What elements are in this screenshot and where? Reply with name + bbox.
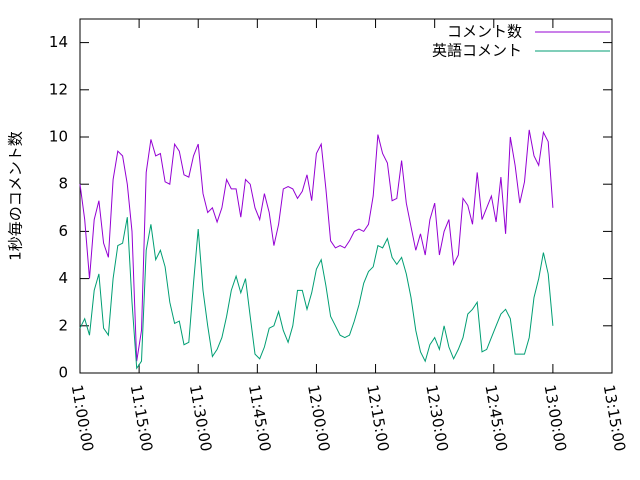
- y-axis-label: 1秒毎のコメント数: [7, 131, 25, 261]
- x-tick-label: 11:30:00: [186, 383, 215, 452]
- x-tick-label: 13:15:00: [600, 383, 629, 452]
- y-tick-label: 2: [58, 316, 68, 334]
- y-tick-label: 14: [49, 33, 68, 51]
- x-tick-label: 12:45:00: [481, 383, 510, 452]
- x-tick-label: 11:15:00: [127, 383, 156, 452]
- legend-label: 英語コメント: [432, 42, 522, 60]
- y-tick-label: 4: [58, 269, 68, 287]
- y-tick-label: 8: [58, 175, 68, 193]
- legend-label: コメント数: [447, 23, 522, 41]
- series-line: [79, 129, 554, 362]
- y-tick-label: 10: [49, 128, 68, 146]
- x-tick-label: 12:00:00: [304, 383, 333, 452]
- y-tick-label: 0: [58, 364, 68, 382]
- plot-frame: [79, 18, 613, 374]
- series-line: [79, 217, 554, 370]
- x-tick-label: 12:15:00: [363, 383, 392, 452]
- x-tick-label: 11:45:00: [245, 383, 274, 452]
- x-tick-label: 11:00:00: [68, 383, 97, 452]
- x-tick-label: 13:00:00: [541, 383, 570, 452]
- y-tick-label: 6: [58, 222, 68, 240]
- x-tick-label: 12:30:00: [422, 383, 451, 452]
- y-tick-label: 12: [49, 80, 68, 98]
